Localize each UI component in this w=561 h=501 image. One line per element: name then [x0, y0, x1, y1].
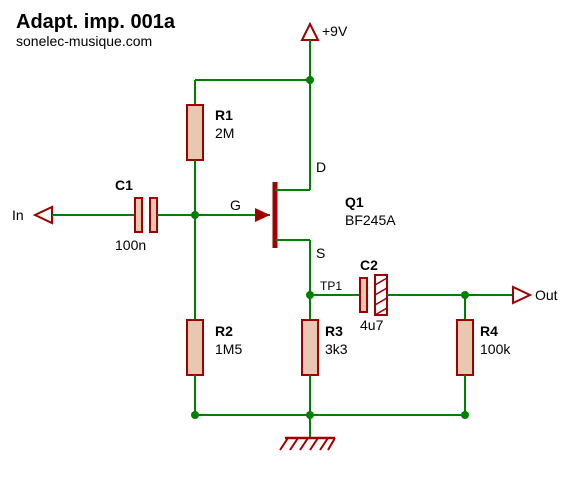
r2-ref: R2 — [215, 323, 233, 339]
r1: R1 2M — [187, 105, 234, 160]
r1-ref: R1 — [215, 107, 233, 123]
r4-ref: R4 — [480, 323, 498, 339]
schematic-canvas: Adapt. imp. 001a sonelec-musique.com +9V… — [0, 0, 561, 501]
supply-port: +9V — [302, 23, 348, 80]
c1-val: 100n — [115, 237, 146, 253]
r3-val: 3k3 — [325, 341, 348, 357]
in-label: In — [12, 207, 24, 223]
tp1-label: TP1 — [320, 279, 342, 293]
c2-ref: C2 — [360, 257, 378, 273]
subtitle: sonelec-musique.com — [16, 33, 152, 49]
q1-model: BF245A — [345, 212, 396, 228]
r1-val: 2M — [215, 125, 234, 141]
c2-val: 4u7 — [360, 317, 384, 333]
ground-symbol — [280, 415, 335, 450]
r3: R3 3k3 — [302, 320, 348, 375]
supply-label: +9V — [322, 23, 348, 39]
r3-ref: R3 — [325, 323, 343, 339]
out-label: Out — [535, 287, 558, 303]
title: Adapt. imp. 001a — [16, 11, 176, 33]
r4-val: 100k — [480, 341, 511, 357]
d-label: D — [316, 159, 326, 175]
r2-val: 1M5 — [215, 341, 242, 357]
c1-ref: C1 — [115, 177, 133, 193]
in-port: In — [12, 207, 52, 223]
out-port: Out — [513, 287, 558, 303]
g-label: G — [230, 197, 241, 213]
s-label: S — [316, 245, 325, 261]
q1-ref: Q1 — [345, 194, 364, 210]
r2: R2 1M5 — [187, 320, 242, 375]
c2: C2 4u7 — [360, 257, 387, 333]
r4: R4 100k — [457, 320, 511, 375]
